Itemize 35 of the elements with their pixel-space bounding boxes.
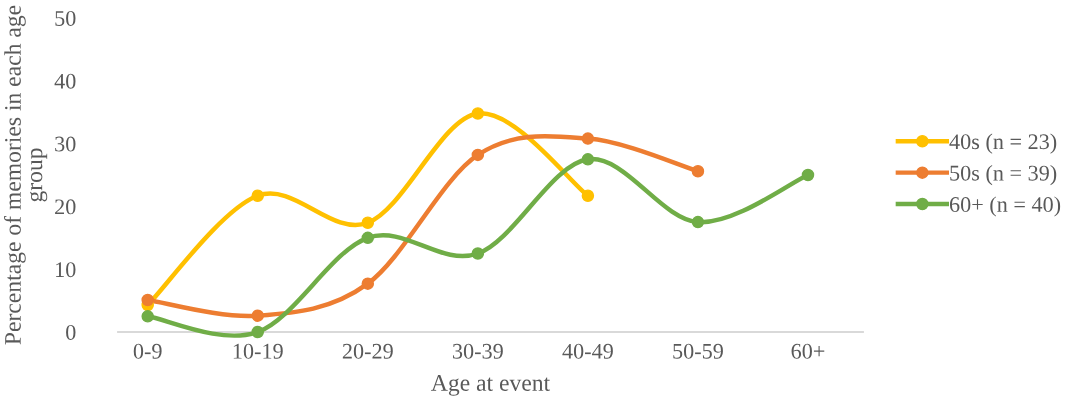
y-tick-label: 10 xyxy=(56,262,76,278)
point xyxy=(251,325,265,339)
y-tick-label: 50 xyxy=(55,10,76,26)
point xyxy=(471,247,485,260)
y-tick-label: 30 xyxy=(55,136,76,152)
point xyxy=(471,107,485,120)
x-tick-label: 50-59 xyxy=(673,343,723,359)
y-axis-title: Percentage of memories in each age group xyxy=(4,5,48,345)
y-tick-label: 40 xyxy=(54,73,76,89)
point xyxy=(471,148,485,162)
point xyxy=(361,231,375,245)
point xyxy=(801,168,815,182)
point xyxy=(251,189,265,202)
point xyxy=(141,293,154,307)
point xyxy=(141,310,154,323)
x-tick-label: 40-49 xyxy=(562,343,613,359)
x-tick-label: 0-9 xyxy=(133,343,162,359)
point xyxy=(581,189,595,202)
point xyxy=(361,277,375,290)
x-tick-label: 20-29 xyxy=(342,343,393,359)
point xyxy=(691,164,705,178)
x-tick-label: 30-39 xyxy=(452,343,503,359)
point xyxy=(251,309,265,322)
x-axis-title: Age at event xyxy=(431,375,551,396)
x-tick-label: 60+ xyxy=(791,343,825,359)
x-tick-label: 10-19 xyxy=(233,343,283,359)
point xyxy=(691,215,705,229)
legend-label: 60+ (n = 40) xyxy=(949,196,1061,217)
point xyxy=(581,153,595,166)
point xyxy=(361,216,375,229)
point xyxy=(581,132,595,145)
y-tick-label: 0 xyxy=(66,324,76,340)
legend-label: 50s (n = 39) xyxy=(950,164,1057,186)
y-tick-label: 20 xyxy=(55,199,76,215)
legend-label: 40s (n = 23) xyxy=(949,133,1057,154)
